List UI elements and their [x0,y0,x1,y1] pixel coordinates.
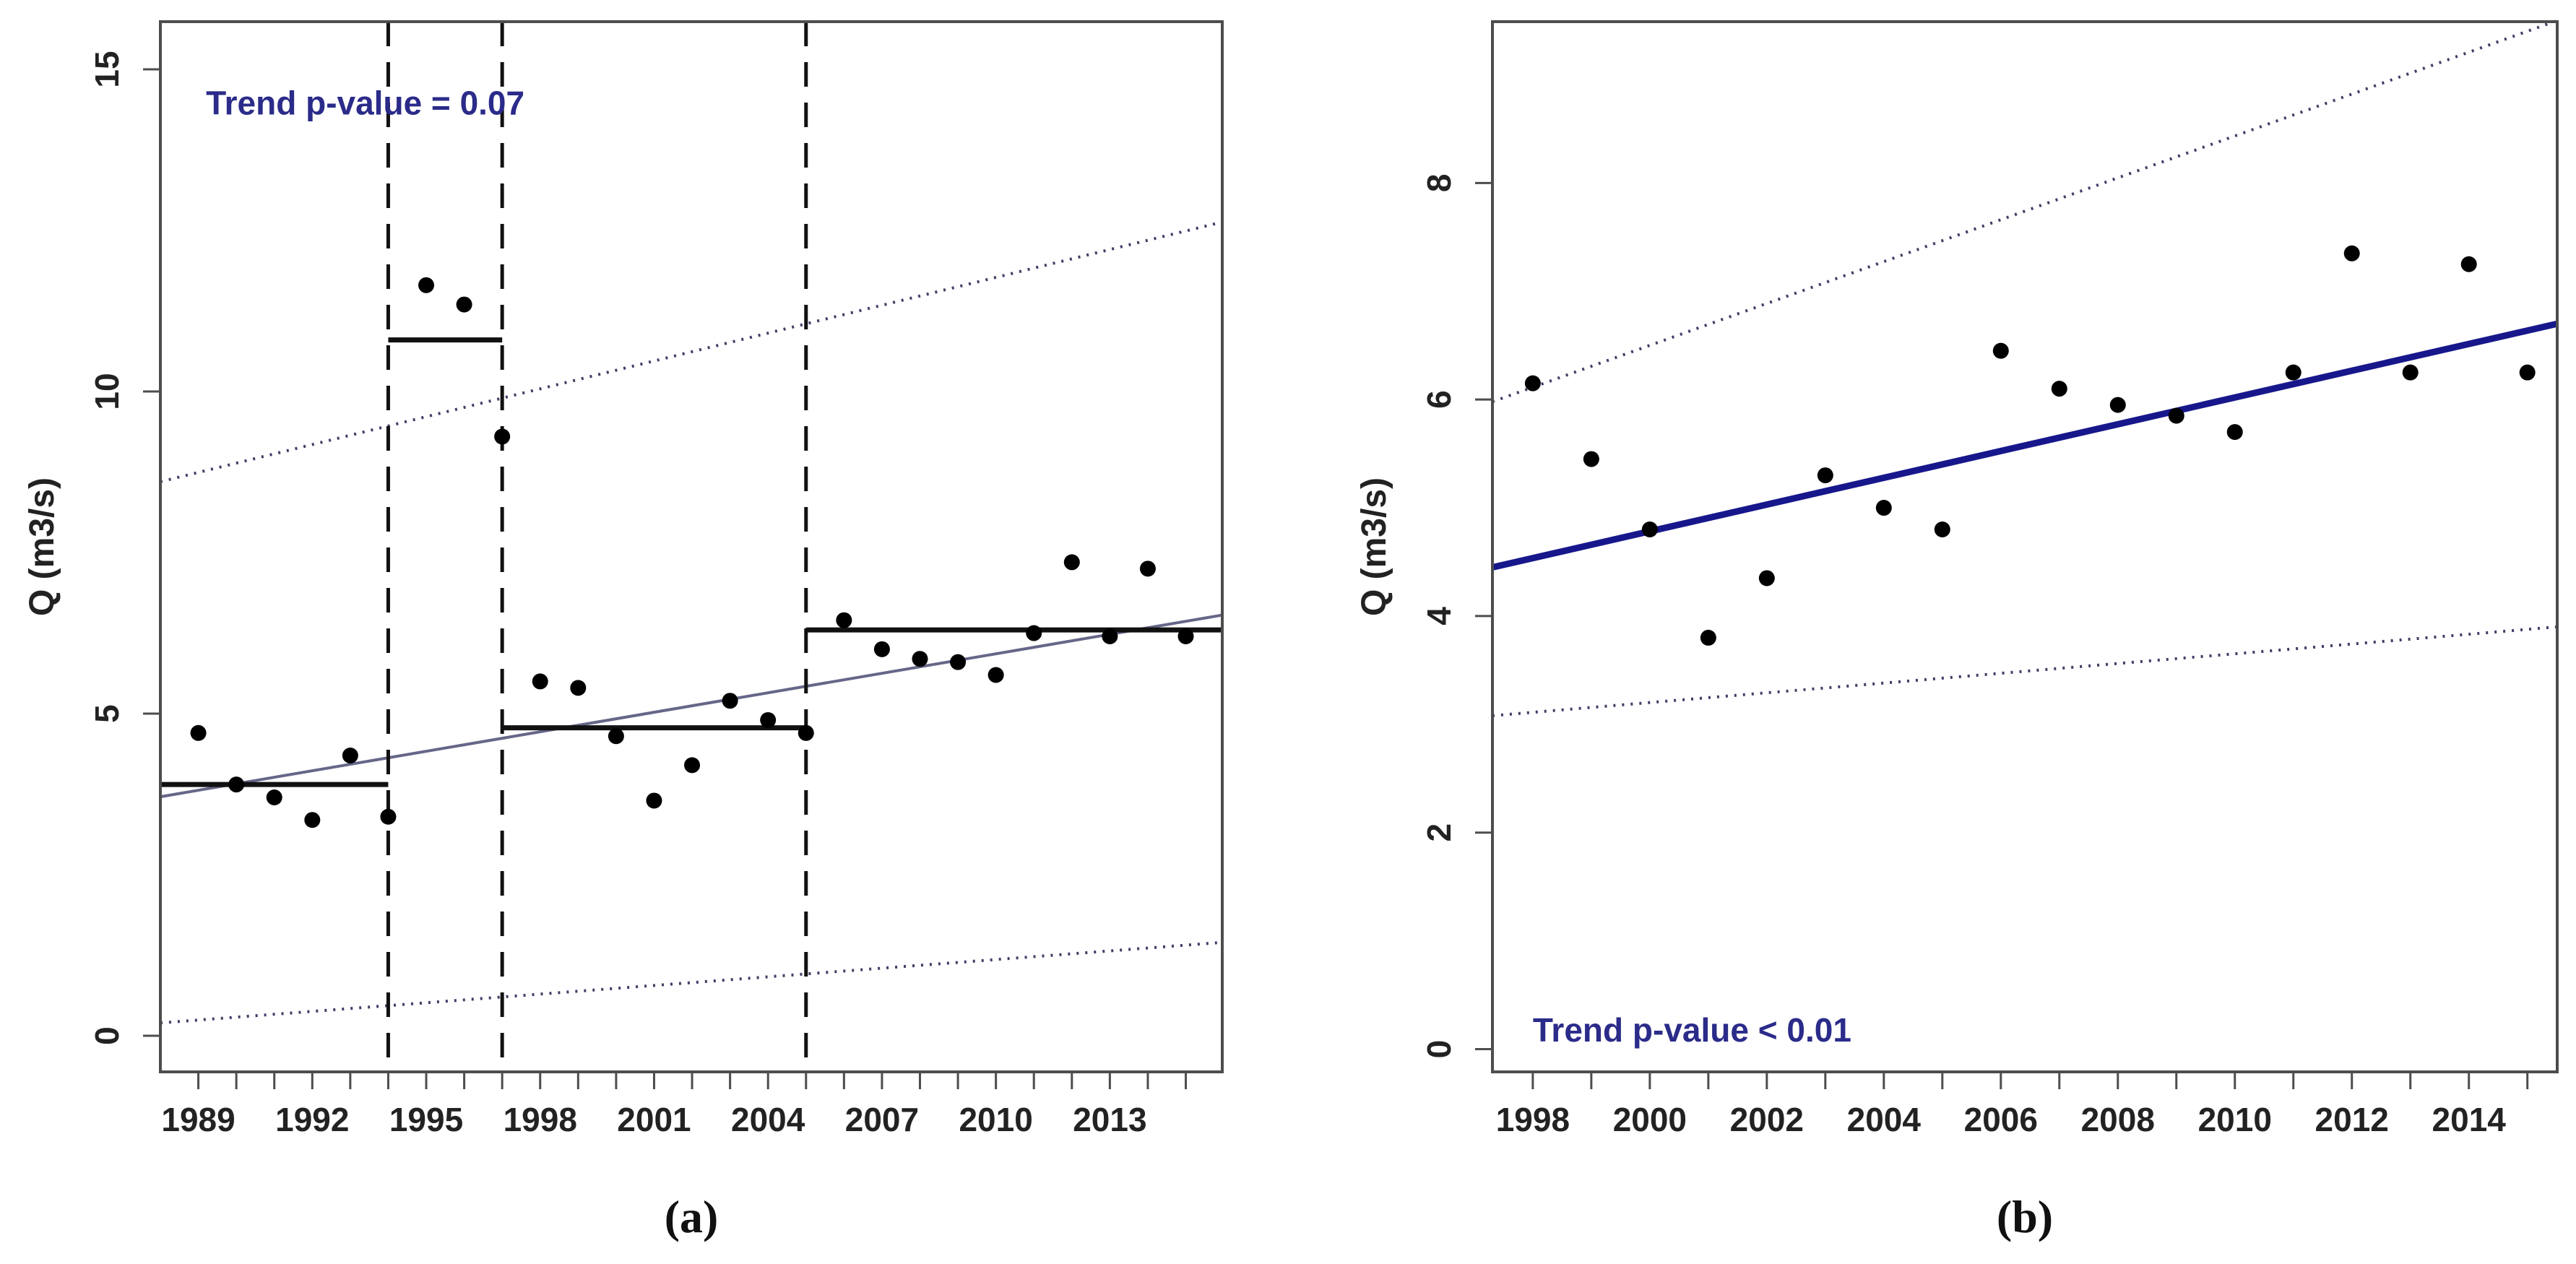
data-point-a-1989 [190,724,207,741]
x-tick-label: 1995 [389,1101,463,1138]
data-point-b-2015 [2519,364,2536,381]
data-point-a-2015 [1177,628,1194,644]
x-tick-label: 1992 [275,1101,349,1138]
x-tick-label: 1998 [503,1101,577,1138]
data-point-a-2014 [1139,560,1156,577]
data-point-a-1998 [532,673,548,690]
data-point-a-1994 [380,808,397,825]
panel-b: 1998 2000 2002 2004 2006 2008 2010 2012 2014 0 2 4 6… [1355,19,2559,1138]
x-tick-label: 1998 [1496,1101,1570,1138]
y-tick-label: 0 [88,1026,126,1045]
data-point-a-2009 [950,654,967,670]
data-point-a-2012 [1063,554,1080,571]
data-point-b-2014 [2460,256,2477,272]
data-point-b-2007 [2051,381,2067,397]
y-tick-label: 2 [1420,823,1458,842]
x-tick-label: 2010 [2198,1101,2272,1138]
x-tick-label: 2012 [2315,1101,2389,1138]
data-point-a-2010 [987,667,1004,683]
data-point-b-2002 [1758,570,1775,586]
plot-box [1491,20,2559,1073]
data-point-a-2008 [912,651,928,667]
y-tick-label: 8 [1420,174,1458,193]
data-point-b-2001 [1700,629,1716,646]
y-tick-label: 5 [88,704,126,723]
data-point-b-2008 [2109,397,2126,413]
confidence-lower-dotted-line [160,940,1223,1025]
data-point-a-1999 [570,680,587,696]
data-point-b-2013 [2402,364,2419,381]
y-tick-label: 4 [1420,607,1458,625]
data-point-a-1990 [228,776,245,793]
x-tick-label: 2008 [2081,1101,2155,1138]
x-tick-label: 1989 [161,1101,235,1138]
data-point-b-2011 [2285,364,2301,381]
x-tick-label: 2006 [1964,1101,2038,1138]
data-point-a-1995 [418,277,435,293]
data-point-b-2003 [1817,467,1833,484]
trend-line [1491,320,2559,571]
y-axis-label: Q (m3/s) [1355,477,1393,616]
confidence-upper-dotted-line [160,220,1223,483]
panel-a: 1989 1992 1995 1998 2001 2004 2007 2010 2013 0 5 10… [23,20,1224,1138]
y-tick-label: 6 [1420,390,1458,409]
data-point-a-2013 [1102,628,1118,644]
y-tick-label: 0 [1420,1040,1458,1059]
x-tick-label: 2004 [731,1101,805,1138]
data-point-b-1998 [1524,375,1541,391]
x-tick-label: 2014 [2432,1101,2507,1138]
data-point-a-2011 [1026,625,1042,641]
confidence-lower-dotted-line [1492,625,2558,717]
data-point-a-1996 [456,296,472,313]
data-point-a-2006 [836,612,852,628]
x-tick-label: 2000 [1613,1101,1687,1138]
data-point-a-2004 [760,711,777,728]
plot-box [159,20,1224,1073]
data-point-b-2005 [1934,521,1950,538]
confidence-upper-dotted-line [1492,19,2558,404]
x-tick-label: 2001 [617,1101,691,1138]
data-point-a-1997 [494,428,511,445]
data-point-a-2001 [646,792,662,809]
data-point-b-2006 [1992,342,2009,359]
data-point-a-1993 [342,748,358,764]
panel-b-caption: (b) [1996,1191,2054,1242]
data-point-b-1999 [1583,451,1599,467]
data-point-a-2000 [608,728,624,745]
panel-a-caption: (a) [664,1191,719,1242]
data-point-a-1991 [266,789,282,805]
data-point-b-2009 [2168,407,2184,424]
y-tick-label: 15 [88,51,126,87]
data-point-a-1992 [304,812,321,828]
x-tick-label: 2007 [845,1101,919,1138]
y-tick-label: 10 [88,373,126,410]
trend-pvalue-annotation: Trend p-value < 0.01 [1533,1011,1851,1049]
data-point-a-2007 [873,641,890,657]
trend-line [160,613,1223,799]
x-tick-label: 2002 [1730,1101,1804,1138]
data-point-b-2010 [2226,424,2243,441]
data-point-b-2000 [1641,521,1658,538]
x-tick-label: 2013 [1073,1101,1146,1138]
data-point-a-2005 [798,724,814,741]
data-point-b-2012 [2343,245,2360,261]
trend-pvalue-annotation: Trend p-value = 0.07 [206,84,524,121]
data-point-b-2004 [1875,500,1892,516]
x-tick-label: 2010 [959,1101,1032,1138]
y-axis-label: Q (m3/s) [23,477,61,616]
x-tick-label: 2004 [1847,1101,1922,1138]
data-point-a-2003 [722,693,738,709]
data-point-a-2002 [684,757,701,774]
